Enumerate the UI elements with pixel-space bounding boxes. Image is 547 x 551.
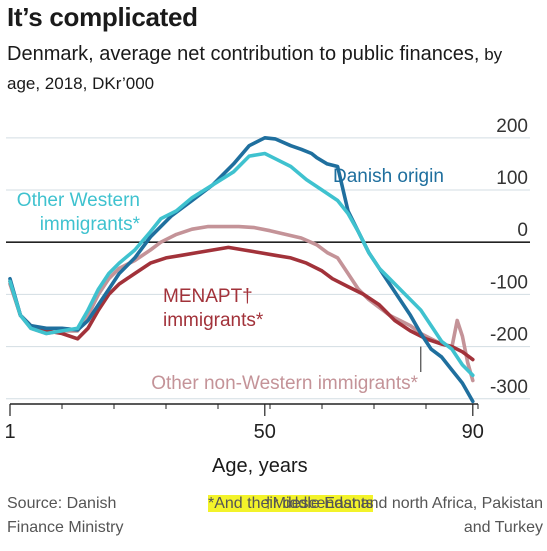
series-label: MENAPT† immigrants* <box>163 286 264 331</box>
series-label: Other Western immigrants* <box>17 190 141 235</box>
x-tick-label: 50 <box>254 421 276 443</box>
y-tick-label: -200 <box>490 325 528 346</box>
series-label: Danish origin <box>333 166 444 187</box>
series-label-line: immigrants* <box>40 214 141 235</box>
series-label-line: Danish origin <box>333 166 444 187</box>
series-line-1 <box>8 151 475 378</box>
x-axis-label: Age, years <box>212 455 308 477</box>
y-tick-label: -300 <box>490 377 528 398</box>
series-label-line: Other Western <box>17 190 140 211</box>
series-label-line: immigrants* <box>163 310 264 331</box>
x-tick-label: 1 <box>4 421 15 443</box>
chart-subtitle: Denmark, average net contribution to pub… <box>7 40 527 98</box>
y-tick-label: -100 <box>490 272 528 293</box>
source-note: Source: Danish Finance Ministry <box>7 495 124 536</box>
descendants-footnote: *And their descendants <box>208 495 374 512</box>
y-tick-label: 100 <box>496 168 528 189</box>
series-line-0 <box>8 136 475 404</box>
series-line-3 <box>8 245 475 362</box>
x-tick-label: 90 <box>462 421 484 443</box>
menapt-footnote: †Middle East and north Africa, Pakistan … <box>263 495 543 536</box>
series-label: Other non-Western immigrants* <box>151 373 418 394</box>
y-tick-label: 0 <box>517 220 528 241</box>
series-label-line: Other non-Western immigrants* <box>151 373 418 394</box>
subtitle-detail: by age, 2018, DKr’000 <box>7 45 503 93</box>
y-tick-label: 200 <box>496 116 528 137</box>
chart-title: It’s complicated <box>7 2 198 32</box>
subtitle-main: Denmark, average net contribution to pub… <box>7 43 480 65</box>
series-line-2 <box>8 224 475 383</box>
series-label-line: MENAPT† <box>163 286 253 307</box>
